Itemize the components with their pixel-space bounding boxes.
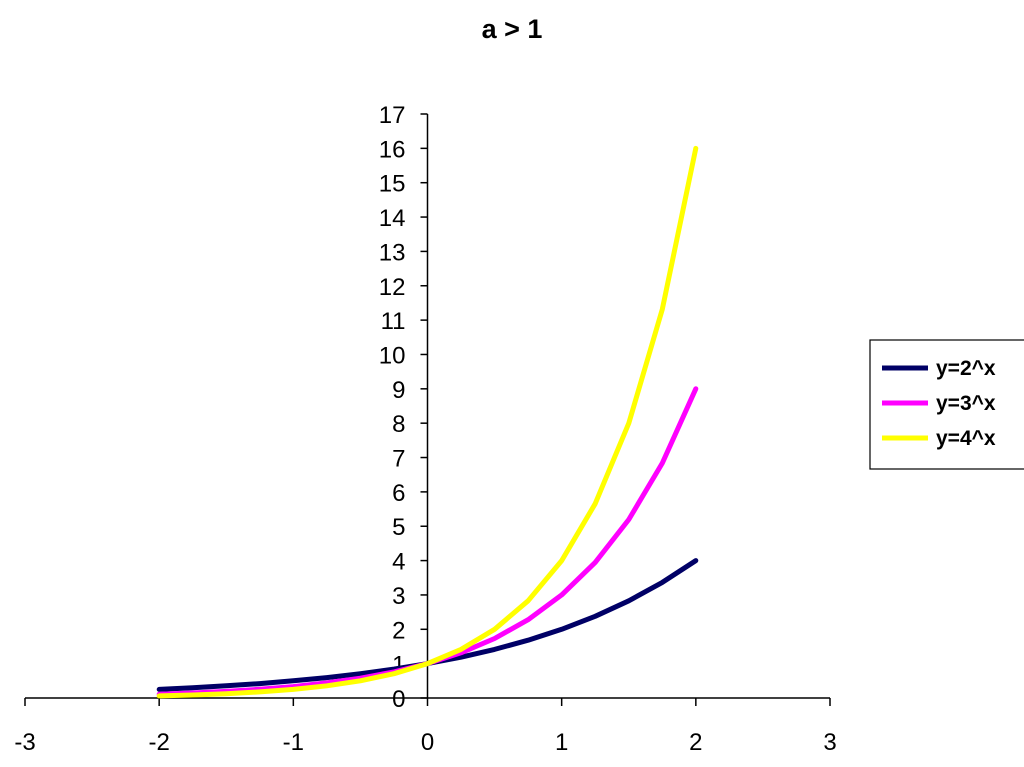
legend-label-y-2-x: y=2^x xyxy=(936,357,996,380)
x-tick-label: -1 xyxy=(283,729,304,756)
y-tick-label: 9 xyxy=(392,377,405,404)
x-tick-label: 1 xyxy=(555,729,568,756)
y-tick-label: 0 xyxy=(392,686,405,713)
legend: y=2^x y=3^x y=4^x xyxy=(869,339,1024,470)
chart-title: a > 1 xyxy=(481,14,543,44)
y-tick-label: 7 xyxy=(392,446,405,473)
y-tick-label: 16 xyxy=(379,136,406,163)
legend-label-y-4-x: y=4^x xyxy=(936,427,996,450)
y-tick-label: 2 xyxy=(392,617,405,644)
y-tick-label: 5 xyxy=(392,514,405,541)
legend-label-y-3-x: y=3^x xyxy=(936,392,996,415)
y-tick-label: 11 xyxy=(381,308,406,335)
legend-box xyxy=(869,339,1024,470)
series-line-y-4-x xyxy=(156,145,699,699)
y-tick-label: 15 xyxy=(379,171,406,198)
x-tick-label: 3 xyxy=(823,729,836,756)
y-tick-label: 12 xyxy=(379,274,406,301)
y-tick-label: 4 xyxy=(392,549,405,576)
x-tick-label: 0 xyxy=(421,729,434,756)
y-tick-label: 13 xyxy=(379,239,406,266)
y-tick-label: 10 xyxy=(379,342,406,369)
y-tick-label: 3 xyxy=(392,583,405,610)
y-tick-label: 6 xyxy=(392,480,405,507)
x-tick-label: -3 xyxy=(14,729,35,756)
series-lines xyxy=(156,145,699,699)
y-tick-label: 17 xyxy=(379,102,406,129)
x-tick-label: -2 xyxy=(148,729,169,756)
y-tick-label: 8 xyxy=(392,411,405,438)
x-tick-label: 2 xyxy=(689,729,702,756)
y-tick-label: 14 xyxy=(379,205,406,232)
